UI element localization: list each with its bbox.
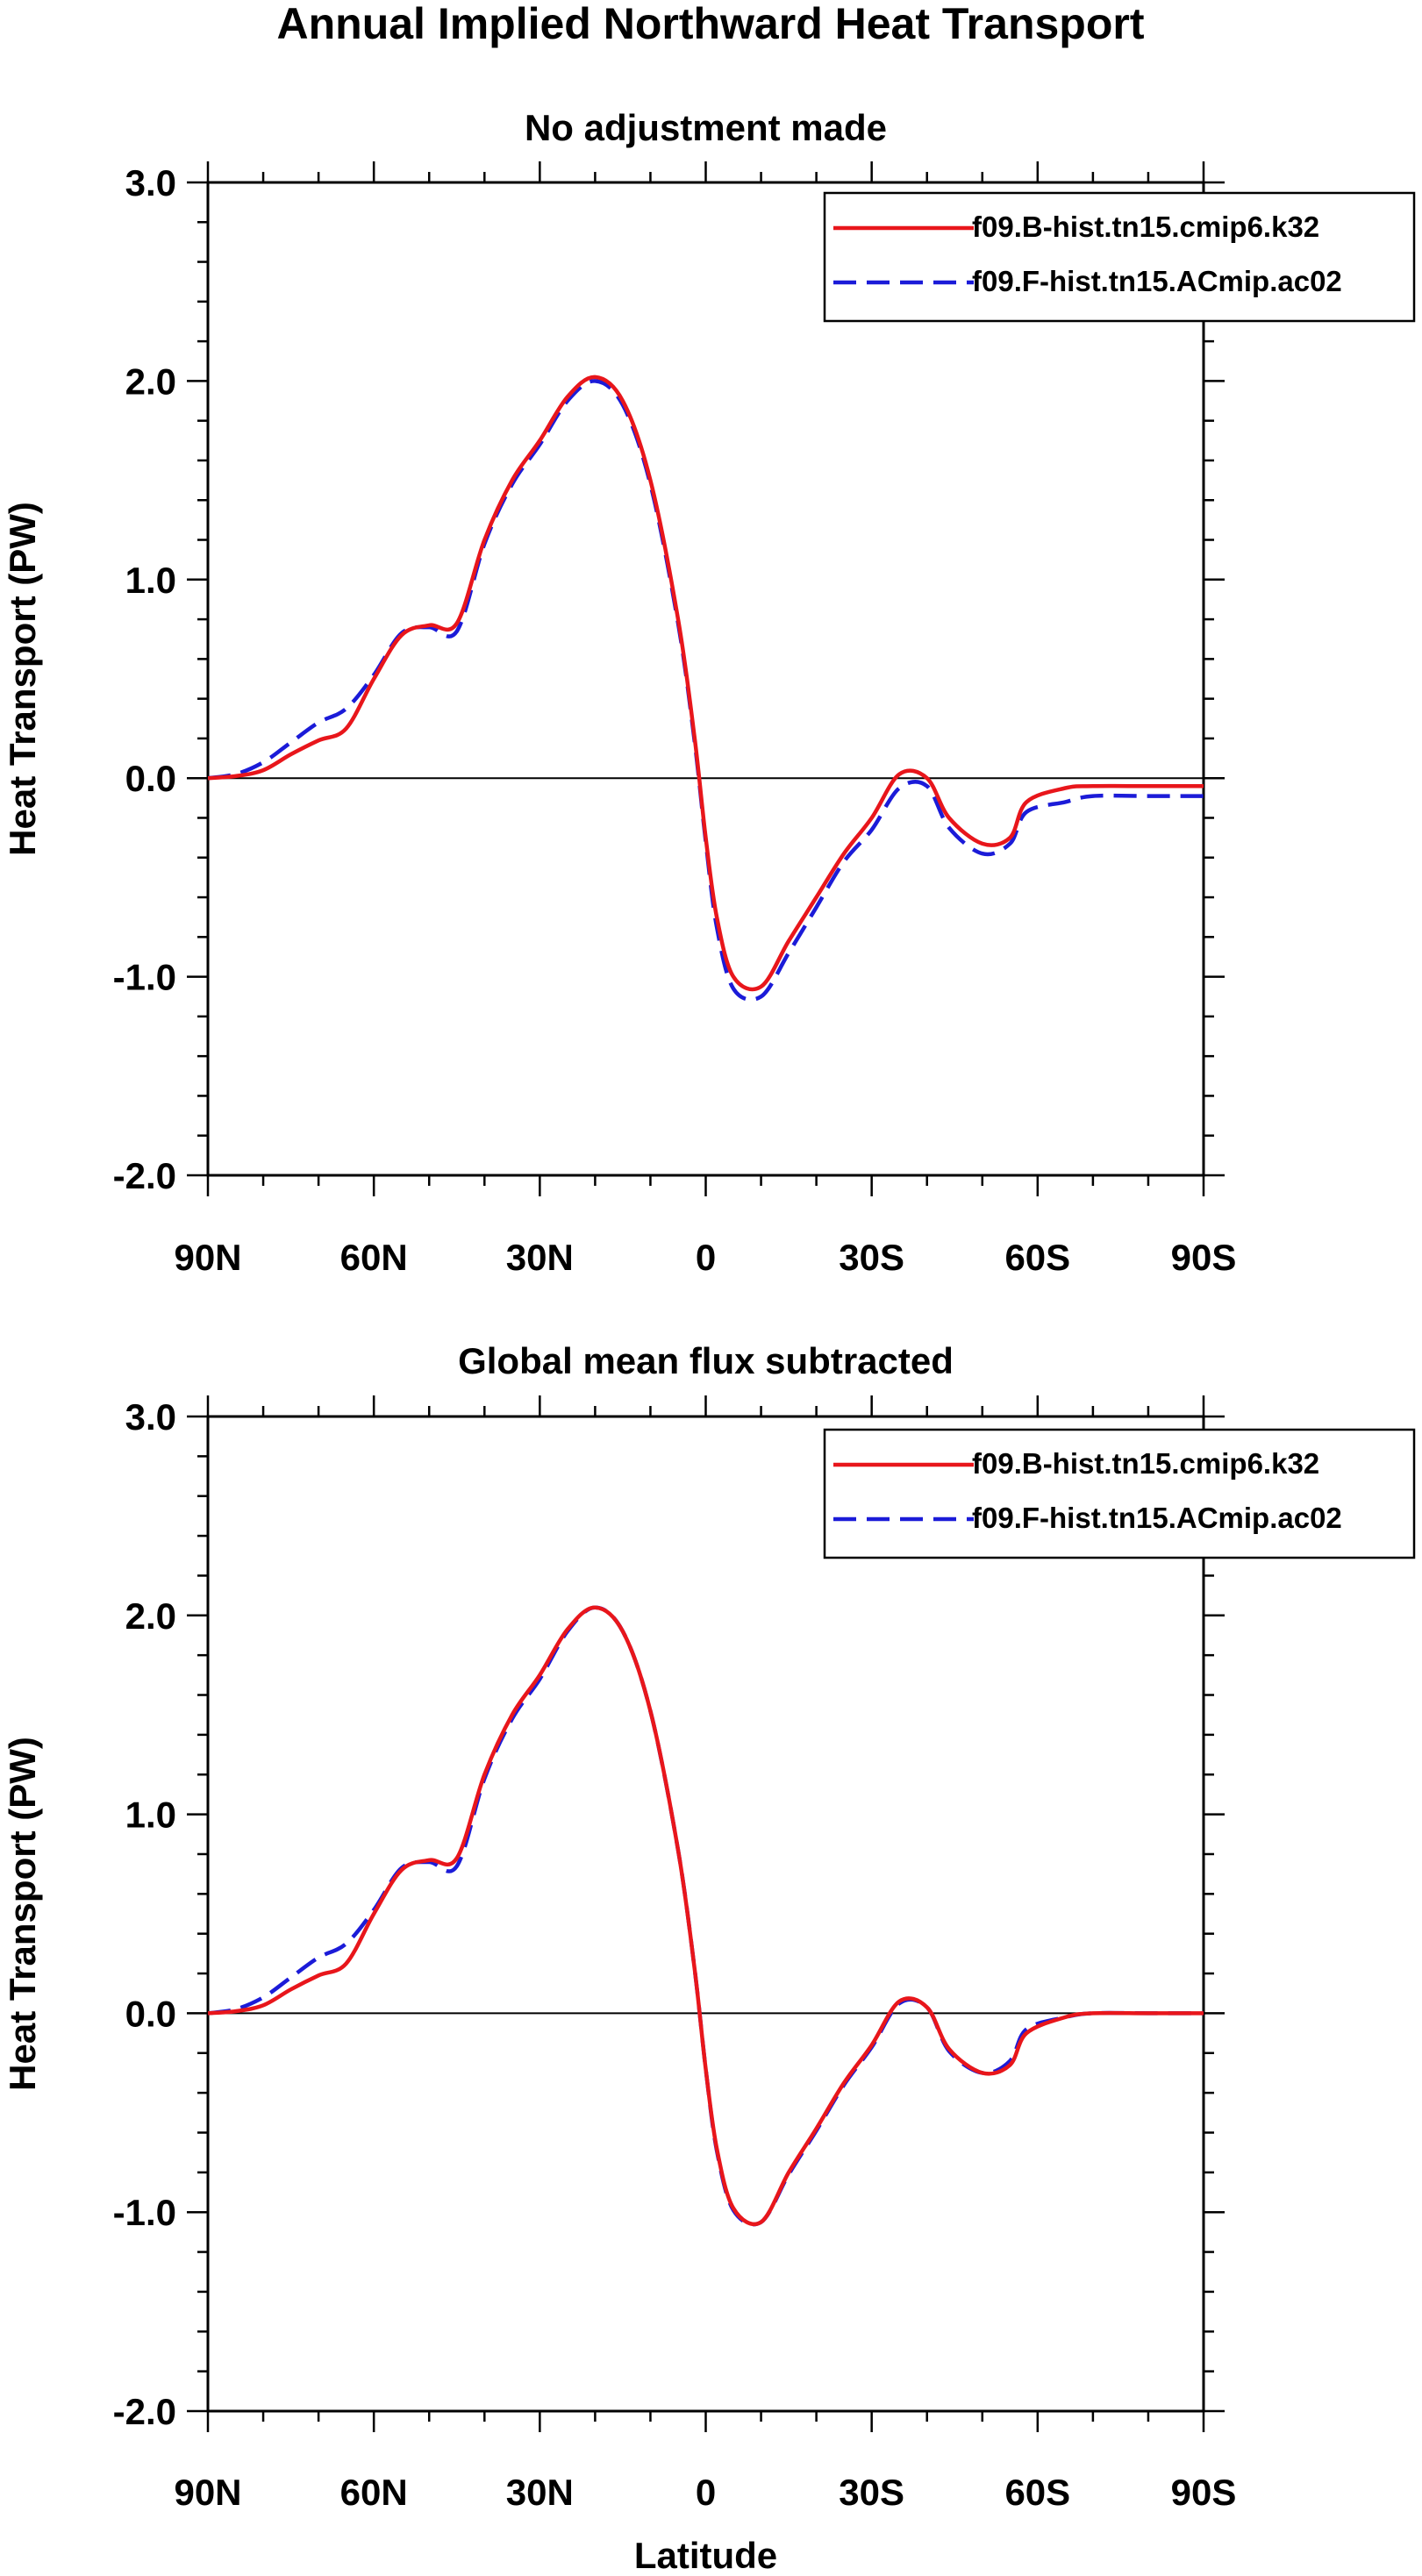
x-tick-label: 60N	[340, 1237, 408, 1278]
x-tick-label: 60S	[1004, 2472, 1070, 2513]
legend: f09.B-hist.tn15.cmip6.k32 f09.F-hist.tn15…	[823, 191, 1416, 323]
legend-entry-1: f09.B-hist.tn15.cmip6.k32	[972, 1447, 1319, 1480]
x-tick-label: 90N	[174, 1237, 241, 1278]
panel-title: Global mean flux subtracted	[458, 1340, 954, 1381]
x-tick-label: 90S	[1171, 1237, 1237, 1278]
plot-frame	[206, 181, 1205, 1177]
legend-box	[823, 1428, 1416, 1559]
x-tick-label: 90N	[174, 2472, 241, 2513]
y-tick-label: 1.0	[125, 1795, 176, 1836]
series-line-2	[208, 1605, 1204, 2227]
series-group	[208, 1605, 1204, 2227]
legend-box	[823, 191, 1416, 323]
x-tick-label: 30N	[506, 1237, 574, 1278]
series-line-1	[208, 1605, 1204, 2227]
x-tick-label: 30S	[839, 2472, 904, 2513]
series-line-1	[208, 375, 1204, 992]
plot-frame	[206, 1415, 1205, 2413]
panel-top: No adjustment made 3.0 2.0 1.0 0.0 -1.0 -2.0 90…	[2, 107, 1416, 1278]
y-tick-label: 2.0	[125, 1595, 176, 1637]
y-tick-label: 1.0	[125, 560, 176, 601]
y-axis-label: Heat Transport (PW)	[2, 1737, 43, 2091]
panel-title: No adjustment made	[525, 107, 887, 148]
y-tick-label: -1.0	[113, 2192, 176, 2233]
y-tick-label: 3.0	[125, 162, 176, 203]
x-tick-label: 60S	[1004, 1237, 1070, 1278]
legend-entry-2: f09.F-hist.tn15.ACmip.ac02	[972, 265, 1342, 297]
series-group	[208, 375, 1204, 1003]
x-tick-label: 0	[696, 1237, 716, 1278]
x-tick-label: 30N	[506, 2472, 574, 2513]
x-tick-label: 30S	[839, 1237, 904, 1278]
legend: f09.B-hist.tn15.cmip6.k32 f09.F-hist.tn15…	[823, 1428, 1416, 1559]
series-line-2	[208, 379, 1204, 1003]
x-tick-label: 0	[696, 2472, 716, 2513]
y-tick-label: 0.0	[125, 758, 176, 799]
y-tick-label: -1.0	[113, 957, 176, 998]
y-tick-label: 0.0	[125, 1993, 176, 2034]
legend-entry-2: f09.F-hist.tn15.ACmip.ac02	[972, 1502, 1342, 1534]
legend-entry-1: f09.B-hist.tn15.cmip6.k32	[972, 211, 1319, 243]
figure-title: Annual Implied Northward Heat Transport	[277, 0, 1145, 48]
y-tick-label: 3.0	[125, 1396, 176, 1438]
y-tick-label: -2.0	[113, 2391, 176, 2432]
x-tick-label: 90S	[1171, 2472, 1237, 2513]
x-tick-label: 60N	[340, 2472, 408, 2513]
y-axis-label: Heat Transport (PW)	[2, 502, 43, 856]
panel-bottom: Global mean flux subtracted 3.0 2.0 1.0 0.0 -…	[2, 1340, 1416, 2576]
x-axis-label: Latitude	[634, 2535, 777, 2572]
y-tick-label: 2.0	[125, 360, 176, 402]
y-tick-label: -2.0	[113, 1155, 176, 1196]
